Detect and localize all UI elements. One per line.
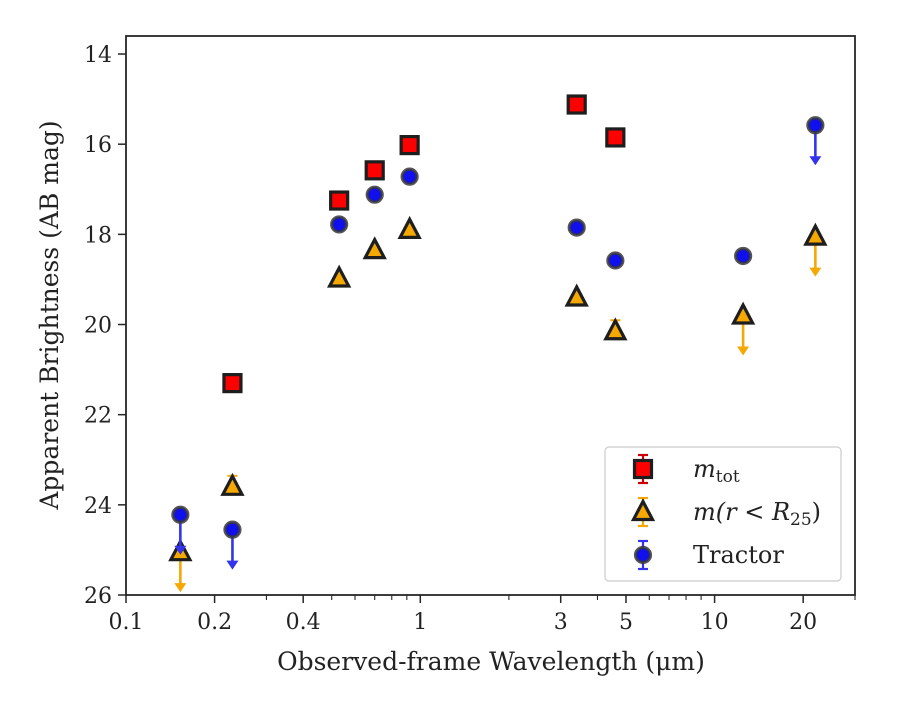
series-triangle bbox=[168, 215, 828, 593]
upper-limit-arrowhead bbox=[174, 545, 187, 555]
data-point bbox=[564, 283, 589, 307]
data-point bbox=[730, 301, 756, 325]
y-tick-label: 18 bbox=[84, 223, 112, 248]
series-circle bbox=[171, 116, 825, 570]
data-point bbox=[803, 222, 828, 246]
x-tick-label: 20 bbox=[789, 610, 817, 635]
upper-limit-arrowhead bbox=[809, 156, 822, 166]
data-point bbox=[400, 167, 419, 186]
x-tick-label: 5 bbox=[619, 610, 633, 635]
y-tick-label: 26 bbox=[84, 584, 112, 609]
data-point bbox=[605, 127, 626, 148]
x-tick-label: 10 bbox=[701, 610, 729, 635]
y-axis: 14 16 18 20 22 24 26 bbox=[84, 43, 126, 609]
x-axis-label: Observed-frame Wavelength (μm) bbox=[277, 647, 705, 676]
data-point bbox=[330, 215, 349, 234]
upper-limit-arrowhead bbox=[737, 346, 750, 356]
plot-area bbox=[125, 35, 856, 596]
data-point bbox=[362, 236, 387, 260]
data-point bbox=[171, 505, 190, 524]
data-point bbox=[806, 116, 825, 135]
y-tick-label: 16 bbox=[84, 133, 112, 158]
series-square bbox=[222, 94, 626, 394]
y-tick-label: 20 bbox=[84, 314, 112, 339]
y-tick-label: 24 bbox=[84, 494, 112, 519]
data-point bbox=[603, 317, 628, 341]
data-point bbox=[326, 264, 352, 288]
y-tick-label: 22 bbox=[84, 404, 112, 429]
legend-marker bbox=[633, 545, 653, 565]
data-point bbox=[223, 520, 242, 539]
x-axis: 0.1 0.2 0.4 1 3 5 10 20 bbox=[109, 595, 856, 635]
legend-marker bbox=[630, 498, 656, 522]
data-point bbox=[734, 246, 753, 266]
upper-limit-arrowhead bbox=[809, 267, 822, 277]
data-point bbox=[365, 185, 384, 204]
data-point bbox=[222, 373, 243, 394]
data-point bbox=[397, 215, 422, 239]
legend-box bbox=[604, 446, 842, 582]
x-tick-label: 0.2 bbox=[197, 610, 232, 635]
legend: mtot m(r < R25) Tractor bbox=[604, 446, 842, 582]
y-axis-label: Apparent Brightness (AB mag) bbox=[35, 120, 64, 510]
plot-frame bbox=[125, 35, 856, 596]
x-tick-label: 1 bbox=[413, 610, 427, 635]
data-point bbox=[567, 218, 586, 237]
legend-marker bbox=[632, 458, 654, 480]
data-point bbox=[399, 134, 420, 156]
legend-label: Tractor bbox=[693, 541, 784, 569]
x-tick-label: 3 bbox=[554, 610, 568, 635]
legend-label: mtot bbox=[693, 455, 740, 487]
data-series bbox=[168, 94, 828, 593]
x-tick-label: 0.4 bbox=[286, 610, 321, 635]
data-point bbox=[606, 251, 625, 270]
data-point bbox=[566, 94, 587, 115]
y-tick-label: 14 bbox=[84, 43, 112, 68]
legend-label: m(r < R25) bbox=[693, 498, 821, 530]
data-point bbox=[220, 472, 245, 496]
upper-limit-arrowhead bbox=[226, 560, 239, 570]
upper-limit-arrowhead bbox=[174, 583, 187, 593]
x-tick-label: 0.1 bbox=[109, 610, 144, 635]
data-point bbox=[364, 160, 385, 181]
data-point bbox=[329, 190, 350, 211]
